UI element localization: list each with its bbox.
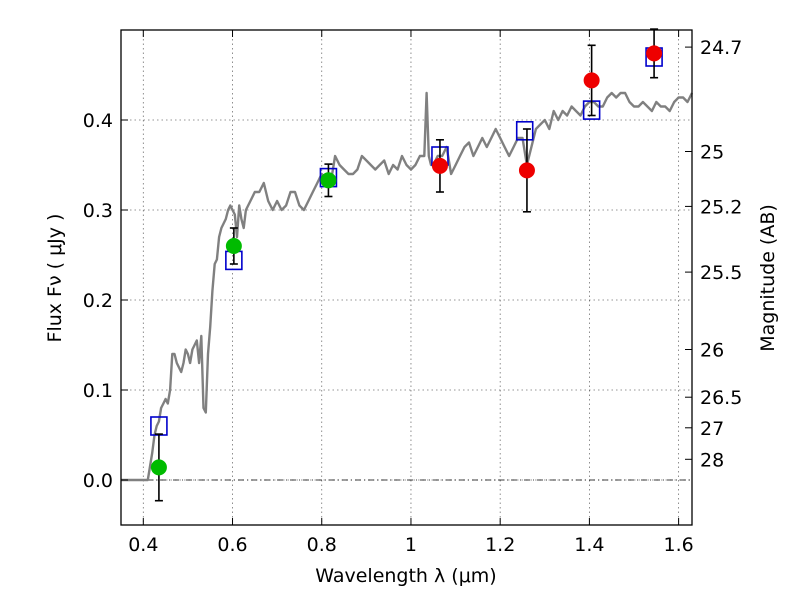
observed-point [150, 459, 167, 476]
x-tick-label: 1 [405, 534, 417, 556]
y-tick-label: 0.4 [83, 110, 113, 132]
y-axis-label: Flux Fν ( μJy ) [44, 214, 66, 343]
right-tick-label: 25 [700, 142, 724, 164]
y-tick-label: 0.2 [83, 290, 113, 312]
right-tick-label: 24.7 [700, 37, 742, 59]
y-tick-label: 0.1 [83, 380, 113, 402]
right-tick-label: 26 [700, 340, 724, 362]
observed-point [320, 172, 337, 189]
observed-point [583, 72, 600, 89]
y-tick-label: 0.3 [83, 200, 113, 222]
right-tick-label: 25.5 [700, 262, 742, 284]
y-tick-label: 0.0 [83, 470, 113, 492]
right-tick-label: 28 [700, 449, 724, 471]
spectrum-line [121, 91, 694, 482]
x-axis-label: Wavelength λ (μm) [315, 565, 496, 587]
right-axis-label: Magnitude (AB) [757, 204, 779, 352]
x-tick-label: 0.4 [128, 534, 158, 556]
model-photometry-point [515, 121, 534, 141]
grid-lines [121, 30, 692, 525]
x-tick-label: 1.2 [485, 534, 515, 556]
observed-point [431, 157, 448, 174]
x-tick-label: 0.8 [307, 534, 337, 556]
spectrum-series [121, 91, 694, 482]
right-tick-label: 25.2 [700, 196, 742, 218]
x-tick-label: 0.6 [217, 534, 247, 556]
observed-point [518, 162, 535, 179]
observed-point [225, 238, 242, 254]
observed-point [646, 45, 663, 62]
right-tick-label: 27 [700, 418, 724, 440]
plot-frame [120, 29, 693, 526]
x-tick-label: 1.6 [664, 534, 694, 556]
right-tick-label: 26.5 [700, 387, 742, 409]
axis-ticks: 0.4 0.6 0.8 1 1.2 1.4 1.6 0.0 0.1 0.2 0.3 0.4 24.7 25… [83, 30, 742, 556]
x-tick-label: 1.4 [574, 534, 604, 556]
marker-series [150, 28, 663, 502]
